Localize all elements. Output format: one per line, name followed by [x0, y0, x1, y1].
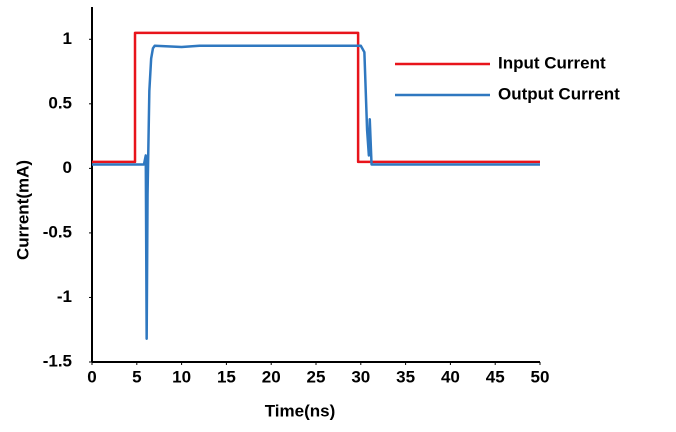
y-tick-label: -0.5 — [43, 222, 72, 241]
y-tick-label: 1 — [63, 29, 72, 48]
x-tick-label: 5 — [132, 367, 141, 386]
legend-label: Input Current — [498, 53, 606, 72]
x-tick-label: 0 — [87, 367, 96, 386]
series-line — [92, 31, 540, 164]
y-tick-label: 0.5 — [48, 93, 72, 112]
x-tick-label: 50 — [531, 367, 550, 386]
x-tick-label: 35 — [396, 367, 415, 386]
legend-label: Output Current — [498, 84, 620, 103]
x-tick-label: 30 — [351, 367, 370, 386]
x-tick-label: 40 — [441, 367, 460, 386]
y-tick-label: -1.5 — [43, 351, 72, 370]
x-tick-label: 45 — [486, 367, 505, 386]
x-axis-label: Time(ns) — [265, 401, 336, 420]
x-tick-label: 10 — [172, 367, 191, 386]
x-tick-label: 25 — [307, 367, 326, 386]
x-tick-label: 15 — [217, 367, 236, 386]
y-axis-label: Current(mA) — [13, 160, 32, 260]
y-tick-label: -1 — [57, 287, 72, 306]
series-line — [92, 44, 540, 341]
y-tick-label: 0 — [63, 158, 72, 177]
x-tick-label: 20 — [262, 367, 281, 386]
